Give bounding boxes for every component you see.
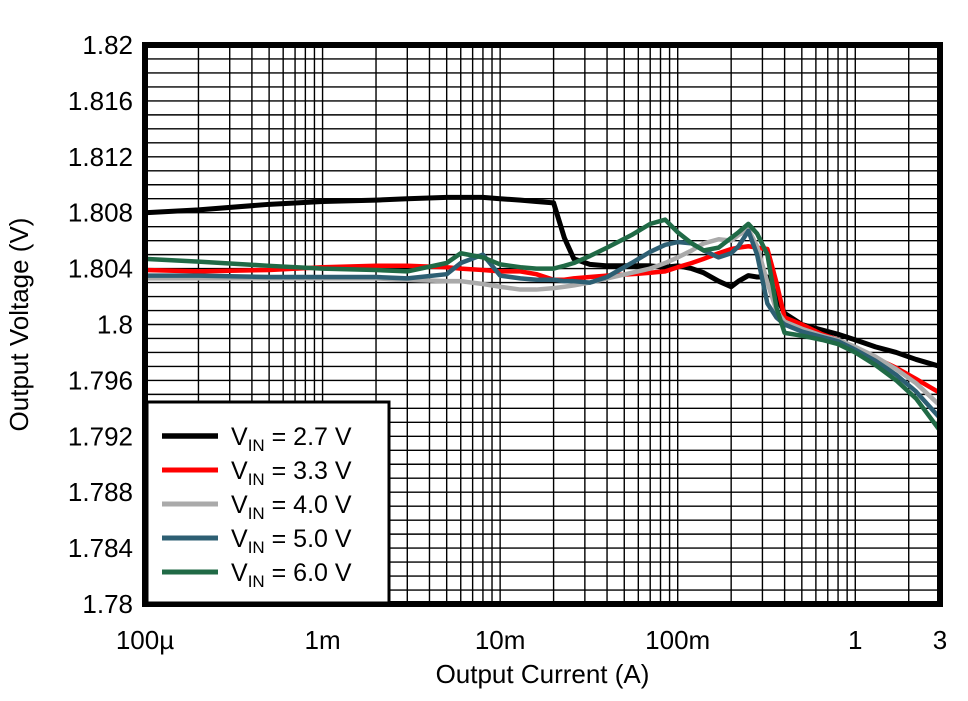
y-tick-label: 1.796 [68, 365, 133, 395]
x-tick-label: 100m [645, 625, 710, 655]
x-tick-label: 100µ [116, 625, 174, 655]
plot-border [142, 42, 943, 607]
x-tick-label: 10m [475, 625, 526, 655]
y-tick-label: 1.82 [82, 30, 133, 60]
y-tick-label: 1.816 [68, 86, 133, 116]
y-tick-label: 1.788 [68, 477, 133, 507]
axis-labels: 1.78 1.784 1.788 1.792 1.796 1.8 1.804 1.808 1.8… [4, 30, 947, 689]
y-tick-label: 1.804 [68, 254, 133, 284]
y-tick-label: 1.784 [68, 533, 133, 563]
y-axis-title: Output Voltage (V) [4, 218, 34, 432]
y-tick-label: 1.8 [97, 310, 133, 340]
y-tick-label: 1.792 [68, 421, 133, 451]
x-tick-label: 1m [305, 625, 341, 655]
x-tick-label: 3 [933, 625, 947, 655]
data-series [144, 194, 942, 433]
series-line--4.0-V [145, 227, 942, 408]
legend-label: VIN = 3.3 V [231, 457, 352, 489]
legend-label: VIN = 6.0 V [231, 559, 352, 591]
legend-label: VIN = 2.7 V [231, 423, 352, 455]
legend-label: VIN = 5.0 V [231, 525, 352, 557]
y-tick-label: 1.812 [68, 142, 133, 172]
series-line--6.0-V [144, 217, 942, 433]
x-axis-title: Output Current (A) [436, 659, 650, 689]
series-line--5.0-V [145, 228, 942, 420]
legend-label: VIN = 4.0 V [231, 491, 352, 523]
y-tick-label: 1.78 [82, 589, 133, 619]
y-tick-label: 1.808 [68, 198, 133, 228]
series-line--2.7-V [144, 194, 941, 369]
plot-frame [142, 42, 943, 607]
x-tick-label: 1 [848, 625, 862, 655]
